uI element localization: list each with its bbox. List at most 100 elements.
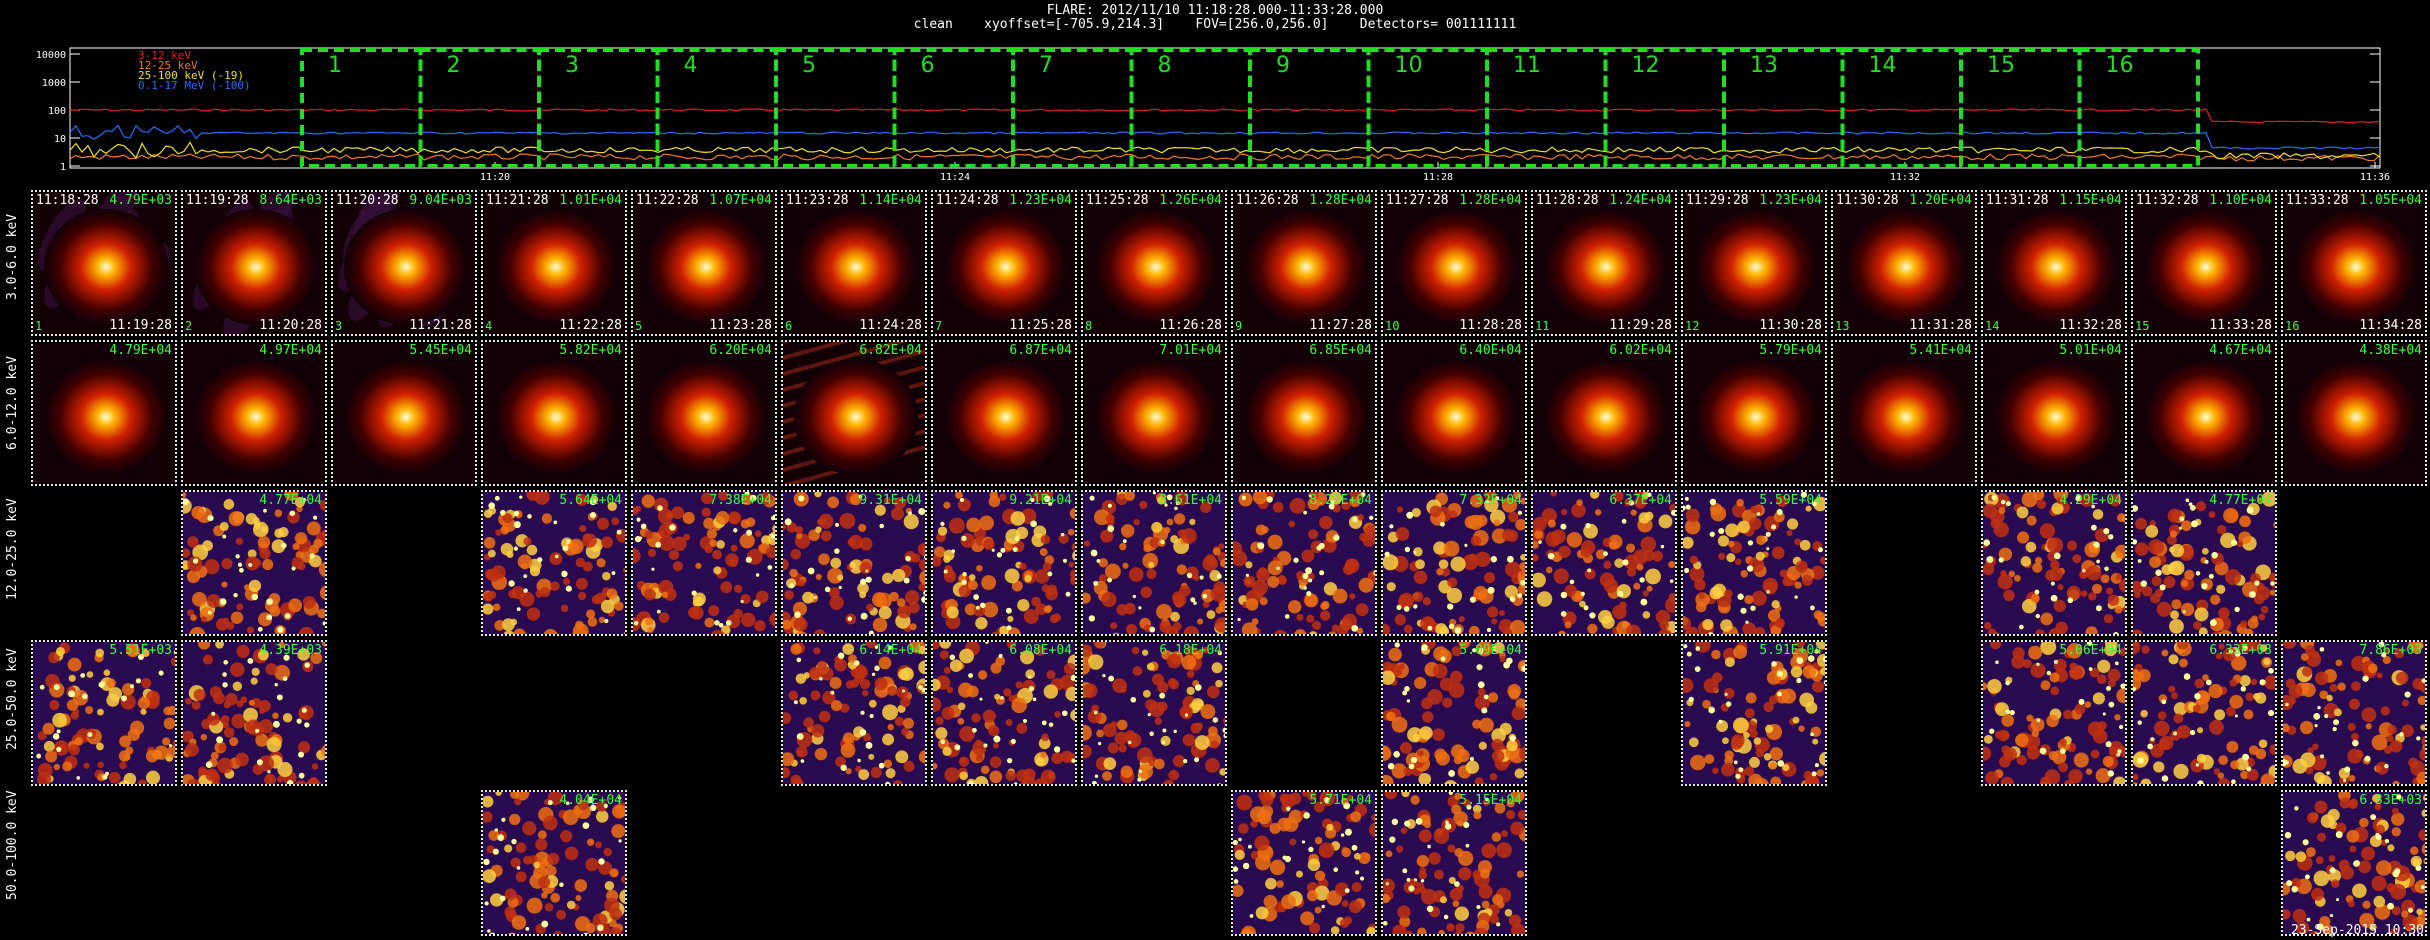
image-tile[interactable]: 5.79E+04 bbox=[1681, 340, 1827, 486]
image-tile[interactable]: 7.32E+04 bbox=[1381, 490, 1527, 636]
tile-image bbox=[1983, 342, 2125, 484]
image-tile[interactable]: 11:19:28 11:20:28 2 8.64E+03 bbox=[181, 190, 327, 336]
image-tile[interactable]: 6.08E+04 bbox=[931, 640, 1077, 786]
image-tile[interactable]: 6.37E+04 bbox=[1531, 490, 1677, 636]
tile-max-value: 9.04E+03 bbox=[409, 193, 472, 208]
image-tile[interactable]: 5.06E+04 bbox=[1981, 640, 2127, 786]
image-tile[interactable]: 11:28:28 11:29:28 11 1.24E+04 bbox=[1531, 190, 1677, 336]
image-tile[interactable]: 6.14E+04 bbox=[781, 640, 927, 786]
interval-number: 10 bbox=[1395, 53, 1423, 78]
image-tile[interactable]: 6.20E+04 bbox=[631, 340, 777, 486]
image-tile[interactable]: 5.41E+04 bbox=[1831, 340, 1977, 486]
image-tile[interactable]: 11:31:28 11:32:28 14 1.15E+04 bbox=[1981, 190, 2127, 336]
image-tile[interactable]: 11:32:28 11:33:28 15 1.10E+04 bbox=[2131, 190, 2277, 336]
image-tile[interactable]: 5.45E+04 bbox=[331, 340, 477, 486]
image-tile[interactable]: 11:33:28 11:34:28 16 1.05E+04 bbox=[2281, 190, 2427, 336]
tile-image bbox=[783, 342, 925, 484]
image-tile[interactable]: 11:29:28 11:30:28 12 1.23E+04 bbox=[1681, 190, 1827, 336]
image-tile[interactable]: 11:18:28 11:19:28 1 4.79E+03 bbox=[31, 190, 177, 336]
tile-image bbox=[1383, 642, 1525, 784]
image-tile[interactable]: 11:24:28 11:25:28 7 1.23E+04 bbox=[931, 190, 1077, 336]
image-tile[interactable]: 7.38E+04 bbox=[631, 490, 777, 636]
image-tile[interactable]: 11:23:28 11:24:28 6 1.14E+04 bbox=[781, 190, 927, 336]
image-tile[interactable]: 7.86E+03 bbox=[2281, 640, 2427, 786]
tile-image bbox=[1383, 492, 1525, 634]
tile-end-time: 11:25:28 bbox=[1009, 318, 1072, 333]
tile-max-value: 5.09E+04 bbox=[1459, 643, 1522, 658]
image-tile[interactable]: 4.97E+04 bbox=[181, 340, 327, 486]
image-tile[interactable]: 11:30:28 11:31:28 13 1.20E+04 bbox=[1831, 190, 1977, 336]
tile-max-value: 6.20E+04 bbox=[709, 343, 772, 358]
image-tile[interactable]: 4.39E+03 bbox=[181, 640, 327, 786]
image-tile[interactable]: 8.21E+04 bbox=[1231, 490, 1377, 636]
tile-max-value: 5.51E+03 bbox=[109, 643, 172, 658]
image-tile[interactable]: 5.15E+04 bbox=[1381, 790, 1527, 936]
tile-image bbox=[33, 642, 175, 784]
image-tile[interactable]: 5.82E+04 bbox=[481, 340, 627, 486]
tile-max-value: 8.61E+04 bbox=[1159, 493, 1222, 508]
tile-end-time: 11:29:28 bbox=[1609, 318, 1672, 333]
tile-end-time: 11:23:28 bbox=[709, 318, 772, 333]
interval-box bbox=[2077, 48, 2200, 168]
tile-max-value: 7.01E+04 bbox=[1159, 343, 1222, 358]
tile-max-value: 4.38E+04 bbox=[2359, 343, 2422, 358]
image-tile[interactable]: 6.85E+04 bbox=[1231, 340, 1377, 486]
image-tile[interactable]: 11:22:28 11:23:28 5 1.07E+04 bbox=[631, 190, 777, 336]
interval-number: 3 bbox=[565, 53, 579, 78]
image-tile[interactable]: 11:27:28 11:28:28 10 1.28E+04 bbox=[1381, 190, 1527, 336]
tile-image bbox=[333, 192, 475, 334]
image-tile[interactable]: 11:21:28 11:22:28 4 1.01E+04 bbox=[481, 190, 627, 336]
image-tile[interactable]: 11:20:28 11:21:28 3 9.04E+03 bbox=[331, 190, 477, 336]
tile-max-value: 1.23E+04 bbox=[1759, 193, 1822, 208]
image-tile[interactable]: 4.77E+04 bbox=[2131, 490, 2277, 636]
tile-image bbox=[1083, 192, 1225, 334]
image-tile[interactable]: 4.29E+04 bbox=[1981, 490, 2127, 636]
tile-index: 9 bbox=[1235, 319, 1243, 333]
image-tile[interactable]: 11:25:28 11:26:28 8 1.26E+04 bbox=[1081, 190, 1227, 336]
tile-max-value: 4.04E+04 bbox=[559, 793, 622, 808]
tile-max-value: 8.64E+03 bbox=[259, 193, 322, 208]
image-tile[interactable]: 5.71E+04 bbox=[1231, 790, 1377, 936]
tile-max-value: 7.32E+04 bbox=[1459, 493, 1522, 508]
tile-index: 13 bbox=[1835, 319, 1850, 333]
image-tile[interactable]: 6.87E+04 bbox=[931, 340, 1077, 486]
image-tile[interactable]: 5.64E+04 bbox=[481, 490, 627, 636]
tile-image bbox=[1683, 342, 1825, 484]
tile-max-value: 4.97E+04 bbox=[259, 343, 322, 358]
image-tile[interactable]: 6.33E+03 bbox=[2281, 790, 2427, 936]
tile-max-value: 6.87E+04 bbox=[1009, 343, 1072, 358]
image-tile[interactable]: 9.21E+04 bbox=[931, 490, 1077, 636]
image-tile[interactable]: 6.82E+04 bbox=[781, 340, 927, 486]
interval-number: 4 bbox=[684, 53, 698, 78]
image-tile[interactable]: 5.91E+04 bbox=[1681, 640, 1827, 786]
image-tile[interactable]: 4.38E+04 bbox=[2281, 340, 2427, 486]
image-tile[interactable]: 6.33E+03 bbox=[2131, 640, 2277, 786]
image-tile[interactable]: 5.01E+04 bbox=[1981, 340, 2127, 486]
tile-max-value: 5.82E+04 bbox=[559, 343, 622, 358]
image-tile[interactable]: 9.31E+04 bbox=[781, 490, 927, 636]
tile-image bbox=[1833, 342, 1975, 484]
image-tile[interactable]: 4.77E+04 bbox=[181, 490, 327, 636]
image-tile[interactable]: 6.18E+04 bbox=[1081, 640, 1227, 786]
image-tile[interactable]: 4.79E+04 bbox=[31, 340, 177, 486]
image-tile[interactable]: 4.67E+04 bbox=[2131, 340, 2277, 486]
interval-number: 1 bbox=[328, 53, 342, 78]
tile-start-time: 11:25:28 bbox=[1086, 193, 1149, 208]
image-tile[interactable]: 6.02E+04 bbox=[1531, 340, 1677, 486]
tile-image bbox=[1983, 642, 2125, 784]
image-tile[interactable]: 7.01E+04 bbox=[1081, 340, 1227, 486]
image-tile[interactable]: 5.09E+04 bbox=[1381, 640, 1527, 786]
image-tile[interactable]: 8.61E+04 bbox=[1081, 490, 1227, 636]
y-tick-label: 10000 bbox=[36, 50, 66, 61]
image-tile[interactable]: 4.04E+04 bbox=[481, 790, 627, 936]
tile-index: 15 bbox=[2135, 319, 2150, 333]
interval-box bbox=[418, 48, 541, 168]
image-tile[interactable]: 6.40E+04 bbox=[1381, 340, 1527, 486]
image-tile[interactable]: 5.51E+03 bbox=[31, 640, 177, 786]
image-tile[interactable]: 5.59E+04 bbox=[1681, 490, 1827, 636]
tile-image bbox=[1083, 492, 1225, 634]
energy-band-label: 12.0-25.0 keV bbox=[5, 498, 20, 600]
tile-start-time: 11:27:28 bbox=[1386, 193, 1449, 208]
tile-image bbox=[183, 642, 325, 784]
image-tile[interactable]: 11:26:28 11:27:28 9 1.28E+04 bbox=[1231, 190, 1377, 336]
